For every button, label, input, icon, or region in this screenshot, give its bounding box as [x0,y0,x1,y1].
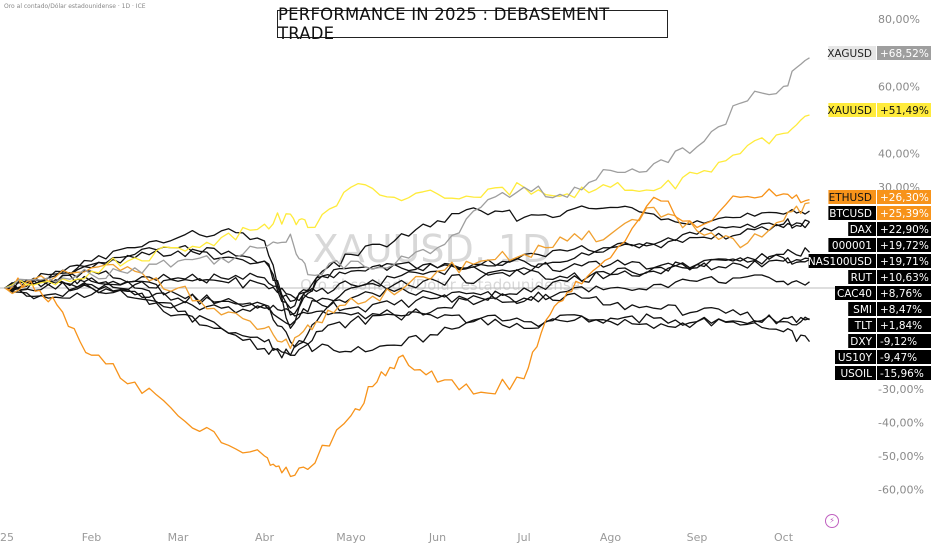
chart-title: PERFORMANCE IN 2025 : DEBASEMENT TRADE [277,5,668,43]
series-value-label: +1,84% [880,320,922,332]
x-tick-label: Mar [168,531,189,544]
y-tick-label: -60,00% [878,484,924,497]
x-tick-label: Oct [774,531,794,544]
series-value-box [877,190,931,204]
series-value-label: +10,63% [880,272,929,284]
series-name-box [828,103,876,117]
x-tick-label: Feb [82,531,101,544]
x-tick-label: Ago [600,531,622,544]
series-lines [4,57,811,478]
x-tick-label: Abr [255,531,275,544]
series-name-label: US10Y [838,352,873,364]
series-line-xauusd [4,114,810,289]
series-value-label: -9,12% [880,336,917,348]
x-tick-label: 25 [0,531,14,544]
series-value-label: +51,49% [880,105,929,117]
y-tick-label: -50,00% [878,450,924,463]
series-value-box [877,238,931,252]
series-line-dax [4,205,810,329]
x-tick-label: Jul [516,531,530,544]
series-value-label: +19,71% [880,256,929,268]
series-name-box [828,190,876,204]
series-name-label: CAC40 [837,288,872,300]
series-value-box [877,46,931,60]
series-line-ethusd [4,188,810,478]
series-value-label: -15,96% [880,368,924,380]
series-value-label: +68,52% [880,48,929,60]
series-name-label: DAX [850,224,872,236]
series-value-box [877,222,931,236]
series-name-box [808,254,876,268]
series-name-box [828,46,876,60]
series-name-label: XAGUSD [827,48,872,60]
series-name-box [848,270,876,284]
watermark: XAUUSD, 1D Oro al contado/Dólar estadoun… [300,227,580,294]
series-name-label: RUT [851,272,873,284]
series-name-box [835,286,876,300]
series-line-usoil [4,270,811,353]
series-name-box [848,302,876,316]
x-tick-label: Mayo [336,531,366,544]
series-name-box [848,318,876,332]
y-tick-label: 80,00% [878,13,920,26]
series-labels: XAGUSD +68,52% XAUUSD +51,49% ETHUSD +26,30% B… [808,46,931,380]
series-name-label: XAUUSD [828,105,873,117]
series-line-000001 [4,218,810,303]
series-value-box [877,270,931,284]
watermark-description: Oro al contado/Dólar estadounidense [300,276,580,294]
series-name-box [848,334,876,348]
series-name-label: TLT [854,320,873,332]
series-value-box [877,350,931,364]
series-value-label: +8,76% [880,288,922,300]
series-value-box [877,302,931,316]
series-value-label: -9,47% [880,352,917,364]
series-value-label: +25,39% [880,208,929,220]
y-tick-label: 60,00% [878,80,920,93]
series-name-box [835,366,876,380]
series-value-box [877,286,931,300]
series-name-label: BTCUSD [829,208,872,220]
series-name-label: 000001 [832,240,872,252]
series-name-box [828,238,876,252]
watermark-symbol: XAUUSD, 1D [313,227,552,271]
series-line-us10y [4,278,810,326]
series-line-xagusd [4,57,810,289]
series-line-tlt [4,273,810,313]
series-line-btcusd [4,202,810,350]
series-name-box [835,350,876,364]
series-value-label: +8,47% [880,304,922,316]
series-value-box [877,254,931,268]
series-value-label: +22,90% [880,224,929,236]
x-tick-label: Jun [428,531,446,544]
y-tick-label: -30,00% [878,383,924,396]
y-tick-label: 40,00% [878,148,920,161]
x-axis: 25 Feb Mar Abr Mayo Jun Jul Ago Sep Oct [0,531,794,544]
series-line-nas100usd [4,221,811,359]
series-name-box [828,206,876,220]
series-name-label: ETHUSD [829,192,872,204]
series-value-label: +26,30% [880,192,929,204]
series-value-box [877,103,931,117]
y-tick-label: -40,00% [878,416,924,429]
x-tick-label: Sep [687,531,708,544]
lightning-icon[interactable]: ⚡ [825,514,839,528]
series-value-box [877,366,931,380]
series-value-box [877,318,931,332]
series-name-label: USOIL [840,368,872,380]
chart-source-caption: Oro al contado/Dólar estadounidense · 1D… [4,3,146,10]
series-value-box [877,206,931,220]
series-name-label: NAS100USD [808,256,872,268]
series-line-rut [4,247,810,356]
series-value-box [877,334,931,348]
series-name-label: SMI [853,304,872,316]
series-name-box [848,222,876,236]
series-value-label: +19,72% [880,240,929,252]
series-name-label: DXY [850,336,872,348]
